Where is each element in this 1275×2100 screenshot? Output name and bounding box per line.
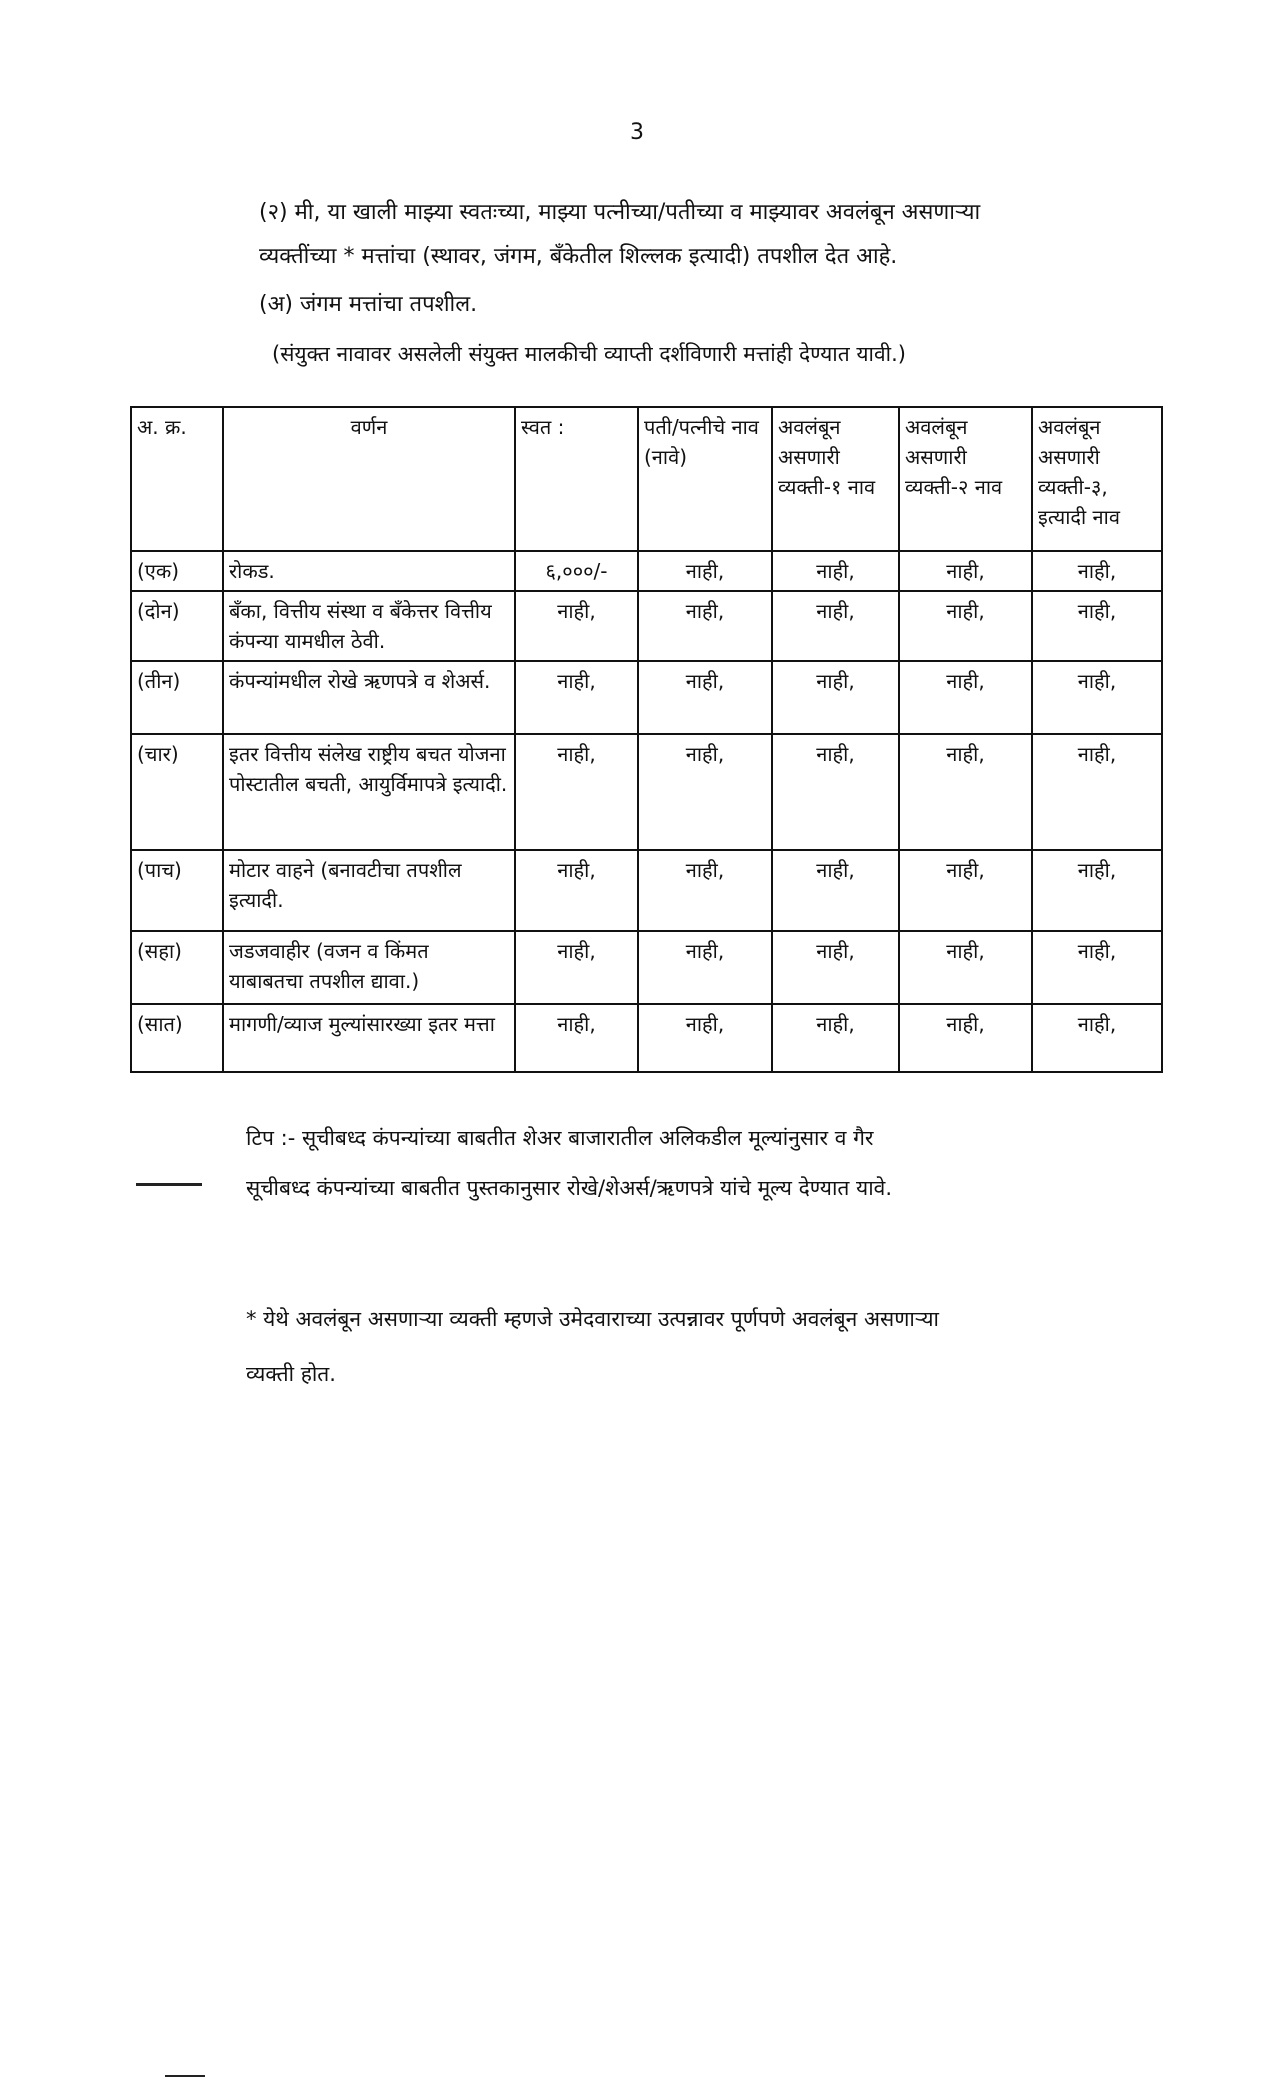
- note-line-2: सूचीबध्द कंपन्यांच्या बाबतीत पुस्तकानुसा…: [246, 1176, 892, 1200]
- table-row: (सहा) जडजवाहीर (वजन व किंमत याबाबतचा तपशी…: [130, 930, 1163, 1005]
- row-serial: (दोन): [130, 590, 224, 662]
- row-value: नाही,: [637, 733, 773, 851]
- row-value: नाही,: [637, 930, 773, 1005]
- row-value: नाही,: [898, 849, 1033, 932]
- header-self: स्वत :: [514, 406, 639, 552]
- footnote-line-1: * येथे अवलंबून असणाऱ्या व्यक्ती म्हणजे उ…: [246, 1307, 939, 1331]
- row-description: इतर वित्तीय संलेख राष्ट्रीय बचत योजना पो…: [222, 733, 516, 851]
- scan-mark: [165, 2075, 205, 2077]
- row-description: मागणी/व्याज मुल्यांसारख्या इतर मत्ता: [222, 1003, 516, 1073]
- row-description: कंपन्यांमधील रोखे ऋणपत्रे व शेअर्स.: [222, 660, 516, 735]
- row-serial: (पाच): [130, 849, 224, 932]
- header-spouse: पती/पत्नीचे नाव (नावे): [637, 406, 773, 552]
- table-row: (चार) इतर वित्तीय संलेख राष्ट्रीय बचत योज…: [130, 733, 1163, 851]
- row-value: नाही,: [771, 1003, 900, 1073]
- scan-mark: [136, 1183, 202, 1186]
- row-value: नाही,: [514, 1003, 639, 1073]
- intro-line-2: व्यक्तींच्या * मत्तांचा (स्थावर, जंगम, ब…: [259, 244, 898, 269]
- row-value: नाही,: [514, 660, 639, 735]
- row-value: नाही,: [514, 590, 639, 662]
- row-serial: (तीन): [130, 660, 224, 735]
- table-row: (पाच) मोटार वाहने (बनावटीचा तपशील इत्यादी…: [130, 849, 1163, 932]
- row-value: नाही,: [771, 849, 900, 932]
- row-description: मोटार वाहने (बनावटीचा तपशील इत्यादी.: [222, 849, 516, 932]
- row-value: नाही,: [1031, 550, 1163, 592]
- row-value: नाही,: [637, 590, 773, 662]
- row-description: जडजवाहीर (वजन व किंमत याबाबतचा तपशील द्य…: [222, 930, 516, 1005]
- row-value: नाही,: [1031, 733, 1163, 851]
- row-description: रोकड.: [222, 550, 516, 592]
- row-value: नाही,: [514, 930, 639, 1005]
- intro-line-1: (२) मी, या खाली माझ्या स्वतःच्या, माझ्या…: [259, 200, 981, 225]
- row-value: नाही,: [898, 660, 1033, 735]
- row-description: बँका, वित्तीय संस्था व बँकेत्तर वित्तीय …: [222, 590, 516, 662]
- header-dependent-1: अवलंबून असणारी व्यक्ती-१ नाव: [771, 406, 900, 552]
- row-value: नाही,: [898, 550, 1033, 592]
- footnote-line-2: व्यक्ती होत.: [246, 1362, 336, 1386]
- table-row: (एक) रोकड. ६,०००/- नाही, नाही, नाही, नाही,: [130, 550, 1163, 592]
- row-value: नाही,: [1031, 849, 1163, 932]
- row-value: नाही,: [637, 1003, 773, 1073]
- row-value: नाही,: [898, 590, 1033, 662]
- row-value: नाही,: [771, 590, 900, 662]
- table-row: (तीन) कंपन्यांमधील रोखे ऋणपत्रे व शेअर्स.…: [130, 660, 1163, 735]
- table-header-row: अ. क्र. वर्णन स्वत : पती/पत्नीचे नाव (ना…: [130, 406, 1163, 552]
- row-value: नाही,: [771, 550, 900, 592]
- row-value: नाही,: [1031, 1003, 1163, 1073]
- header-serial: अ. क्र.: [130, 406, 224, 552]
- intro-line-4: (संयुक्त नावावर असलेली संयुक्त मालकीची व…: [272, 342, 906, 366]
- table-row: (सात) मागणी/व्याज मुल्यांसारख्या इतर मत्त…: [130, 1003, 1163, 1073]
- note-line-1: टिप :- सूचीबध्द कंपन्यांच्या बाबतीत शेअर…: [246, 1126, 874, 1150]
- row-value: नाही,: [1031, 930, 1163, 1005]
- table-row: (दोन) बँका, वित्तीय संस्था व बँकेत्तर वित…: [130, 590, 1163, 662]
- row-serial: (सहा): [130, 930, 224, 1005]
- row-serial: (एक): [130, 550, 224, 592]
- row-value: नाही,: [1031, 660, 1163, 735]
- header-description: वर्णन: [222, 406, 516, 552]
- row-value: नाही,: [898, 1003, 1033, 1073]
- row-value: नाही,: [771, 930, 900, 1005]
- row-value: नाही,: [898, 733, 1033, 851]
- page-number: 3: [630, 120, 644, 145]
- row-value: नाही,: [1031, 590, 1163, 662]
- row-serial: (चार): [130, 733, 224, 851]
- row-value: नाही,: [637, 660, 773, 735]
- row-value: नाही,: [637, 550, 773, 592]
- row-value: नाही,: [771, 660, 900, 735]
- header-dependent-3: अवलंबून असणारी व्यक्ती-३, इत्यादी नाव: [1031, 406, 1163, 552]
- row-value: नाही,: [514, 733, 639, 851]
- row-serial: (सात): [130, 1003, 224, 1073]
- header-dependent-2: अवलंबून असणारी व्यक्ती-२ नाव: [898, 406, 1033, 552]
- movable-assets-table: अ. क्र. वर्णन स्वत : पती/पत्नीचे नाव (ना…: [130, 406, 1163, 1073]
- row-value: ६,०००/-: [514, 550, 639, 592]
- row-value: नाही,: [637, 849, 773, 932]
- row-value: नाही,: [771, 733, 900, 851]
- row-value: नाही,: [514, 849, 639, 932]
- section-heading: (अ) जंगम मत्तांचा तपशील.: [259, 292, 478, 317]
- row-value: नाही,: [898, 930, 1033, 1005]
